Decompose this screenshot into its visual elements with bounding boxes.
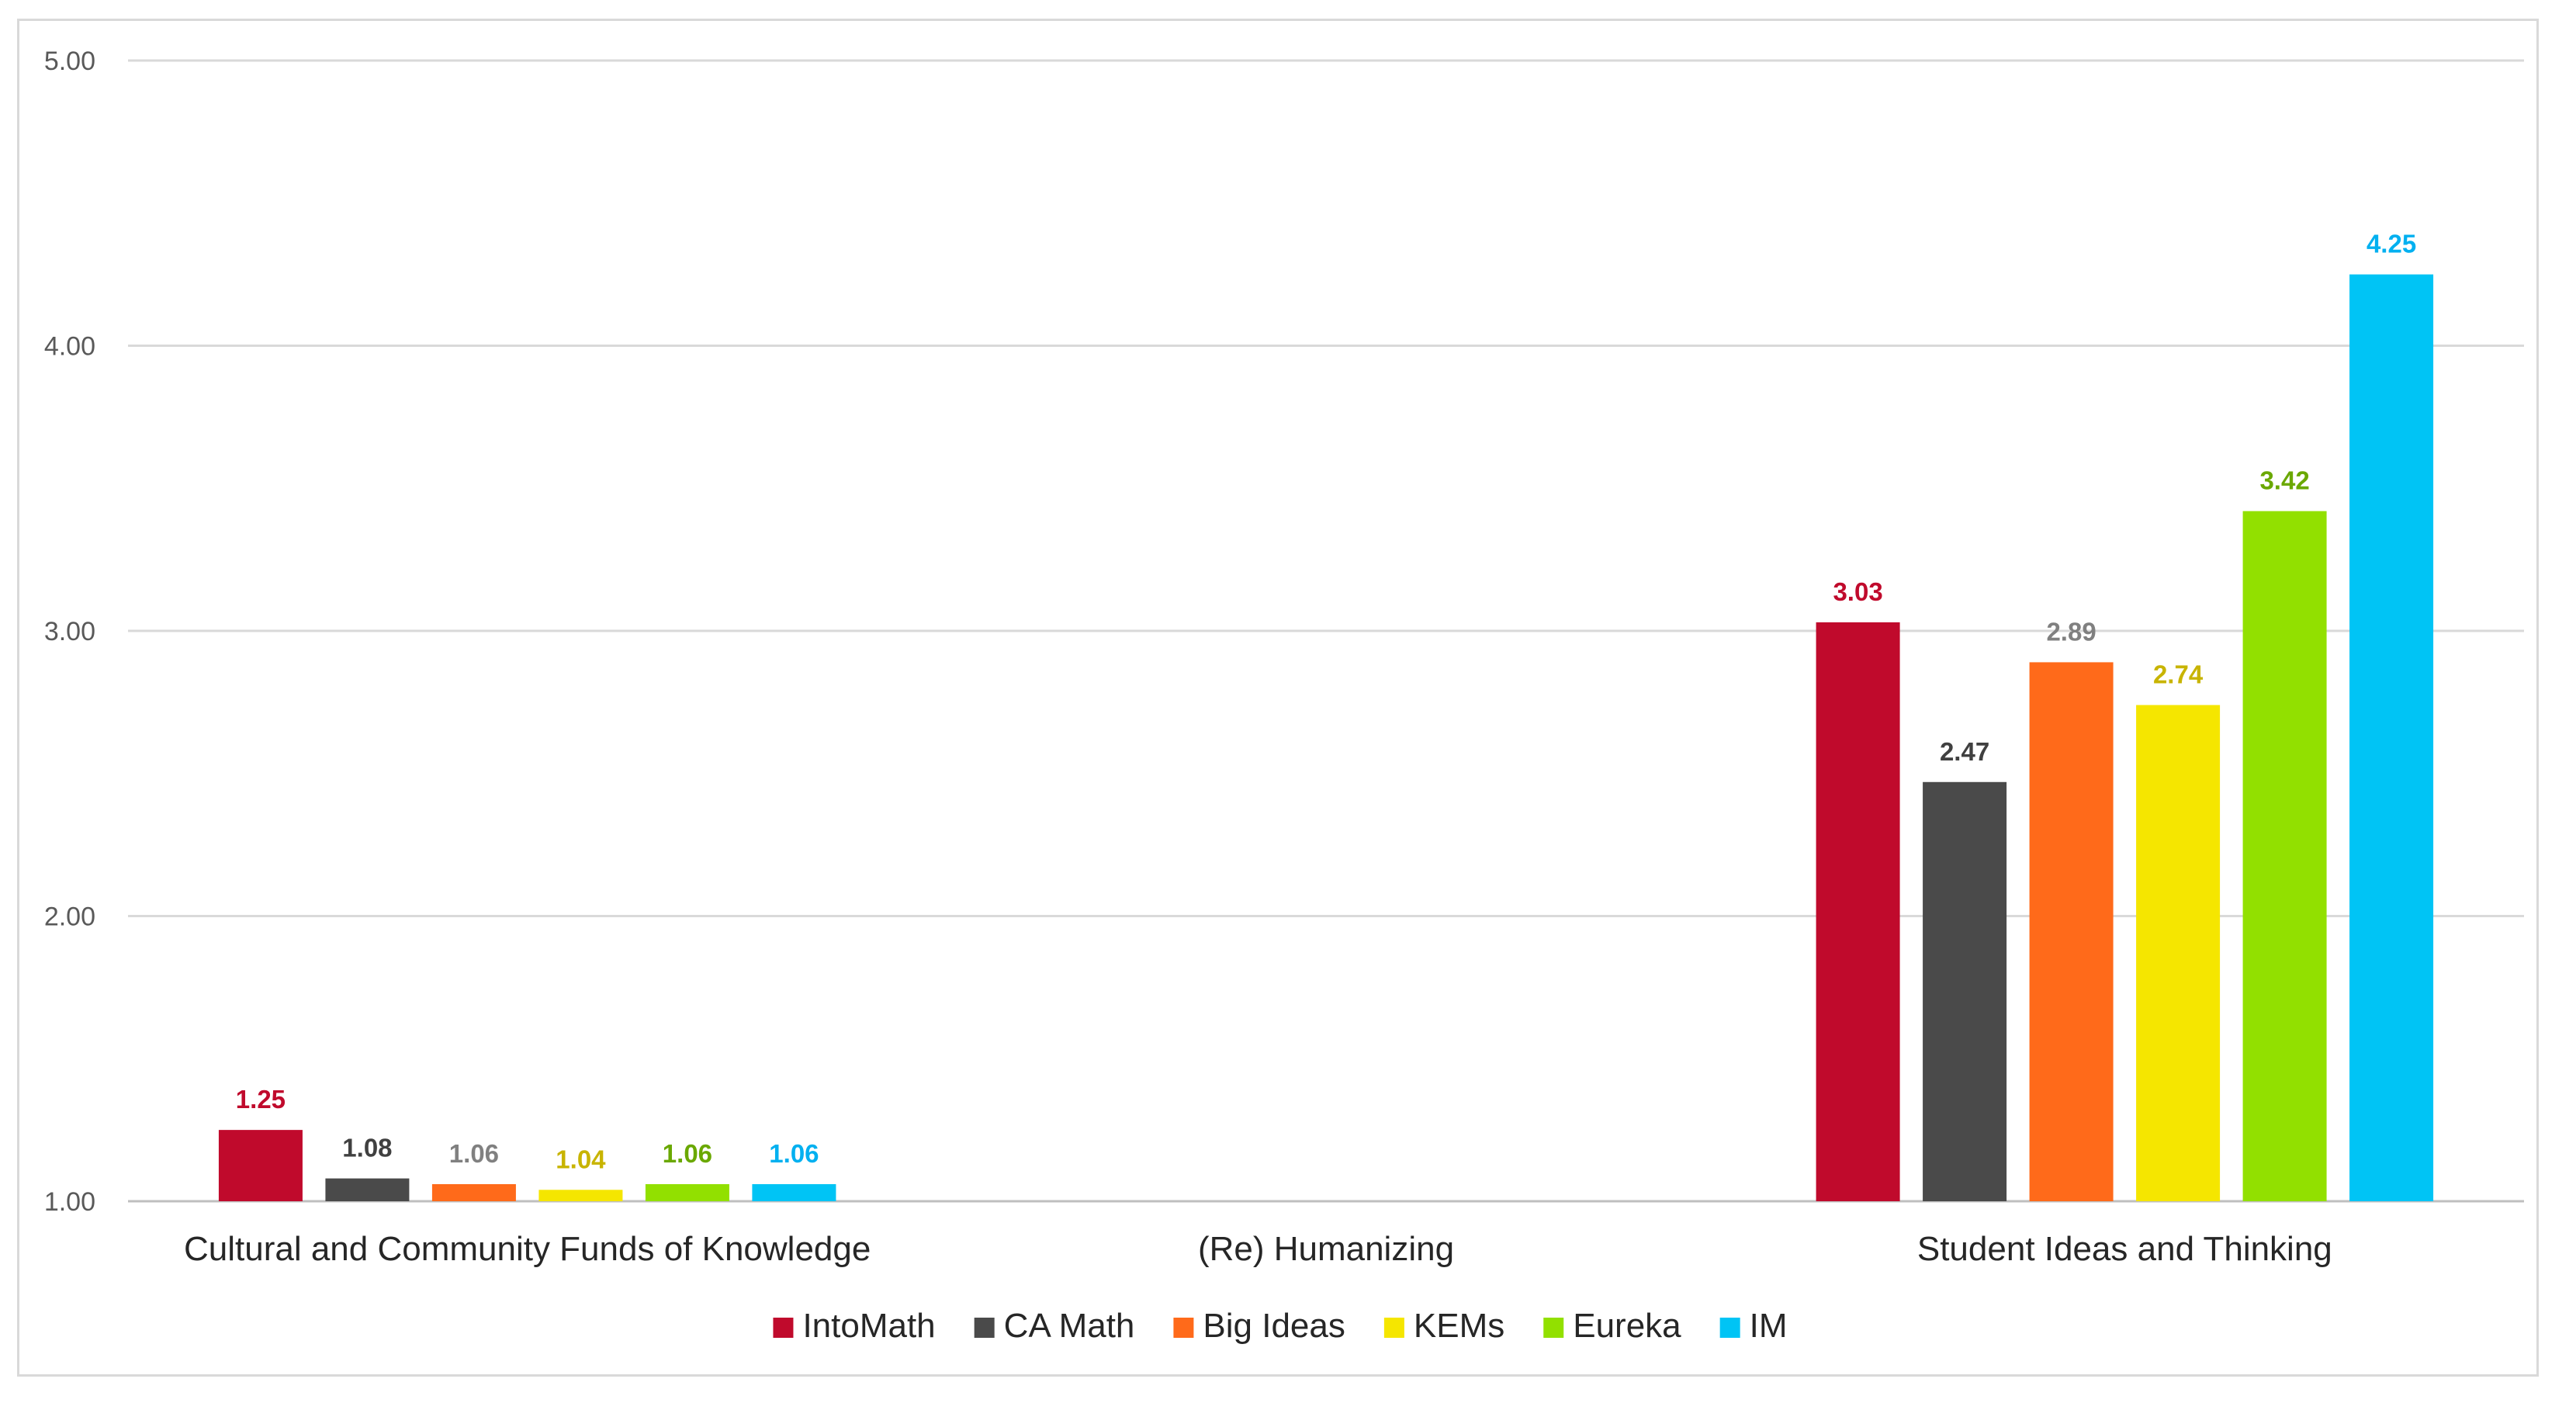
legend-label: Big Ideas (1203, 1307, 1345, 1345)
bar (1816, 622, 1900, 1201)
data-label: 3.42 (2259, 466, 2309, 495)
data-label: 1.06 (449, 1139, 499, 1168)
gridlines (128, 59, 2524, 1203)
data-label: 2.47 (1940, 737, 1989, 766)
legend-swatch (1719, 1318, 1740, 1338)
legend-swatch (1173, 1318, 1194, 1338)
legend-swatch (974, 1318, 995, 1338)
data-label: 2.89 (2046, 617, 2096, 646)
legend-label: CA Math (1004, 1307, 1135, 1345)
bars (218, 274, 2434, 1201)
x-tick-label: Student Ideas and Thinking (1917, 1230, 2332, 1268)
data-label: 1.25 (236, 1085, 286, 1114)
bar-chart: 1.00 2.00 3.00 4.00 5.00 1.25 1.08 1.06 1.04 1.0… (44, 47, 2524, 1345)
legend-swatch (773, 1318, 794, 1338)
legend-item: Eureka (1543, 1307, 1681, 1345)
bar (2029, 662, 2114, 1201)
chart-frame: 1.00 2.00 3.00 4.00 5.00 1.25 1.08 1.06 1.04 1.0… (17, 19, 2539, 1377)
data-label: 2.74 (2153, 660, 2204, 689)
data-labels: 1.25 1.08 1.06 1.04 1.06 1.06 3.03 2.47 2.89 2.74… (236, 230, 2416, 1174)
bar (2242, 511, 2327, 1201)
y-tick-label: 1.00 (44, 1187, 95, 1217)
bar (2349, 274, 2434, 1201)
data-label: 1.06 (663, 1139, 712, 1168)
bar (218, 1130, 303, 1201)
legend-label: Eureka (1573, 1307, 1681, 1345)
legend-swatch (1383, 1318, 1404, 1338)
bar (1923, 781, 2007, 1201)
data-label: 1.08 (342, 1134, 392, 1162)
legend-item: IntoMath (773, 1307, 936, 1345)
bar (2136, 705, 2221, 1201)
data-label: 4.25 (2367, 230, 2416, 258)
legend: IntoMath CA Math Big Ideas KEMs Eureka IM (773, 1307, 1788, 1345)
x-axis: Cultural and Community Funds of Knowledg… (184, 1230, 2332, 1268)
y-axis: 1.00 2.00 3.00 4.00 5.00 (44, 47, 95, 1217)
bar (325, 1178, 410, 1201)
legend-item: KEMs (1383, 1307, 1504, 1345)
data-label: 1.06 (769, 1139, 819, 1168)
bar (431, 1183, 516, 1201)
bar (538, 1190, 623, 1201)
legend-item: CA Math (974, 1307, 1135, 1345)
legend-swatch (1543, 1318, 1564, 1338)
data-label: 3.03 (1833, 577, 1882, 606)
legend-item: Big Ideas (1173, 1307, 1345, 1345)
y-tick-label: 5.00 (44, 47, 95, 76)
legend-label: KEMs (1414, 1307, 1504, 1345)
legend-label: IM (1750, 1307, 1788, 1345)
bar (645, 1183, 729, 1201)
y-tick-label: 3.00 (44, 617, 95, 646)
legend-label: IntoMath (802, 1307, 935, 1345)
x-tick-label: (Re) Humanizing (1198, 1230, 1454, 1268)
y-tick-label: 2.00 (44, 902, 95, 932)
bar (752, 1183, 836, 1201)
data-label: 1.04 (556, 1145, 606, 1173)
legend-item: IM (1719, 1307, 1788, 1345)
x-tick-label: Cultural and Community Funds of Knowledg… (184, 1230, 871, 1268)
y-tick-label: 4.00 (44, 332, 95, 362)
